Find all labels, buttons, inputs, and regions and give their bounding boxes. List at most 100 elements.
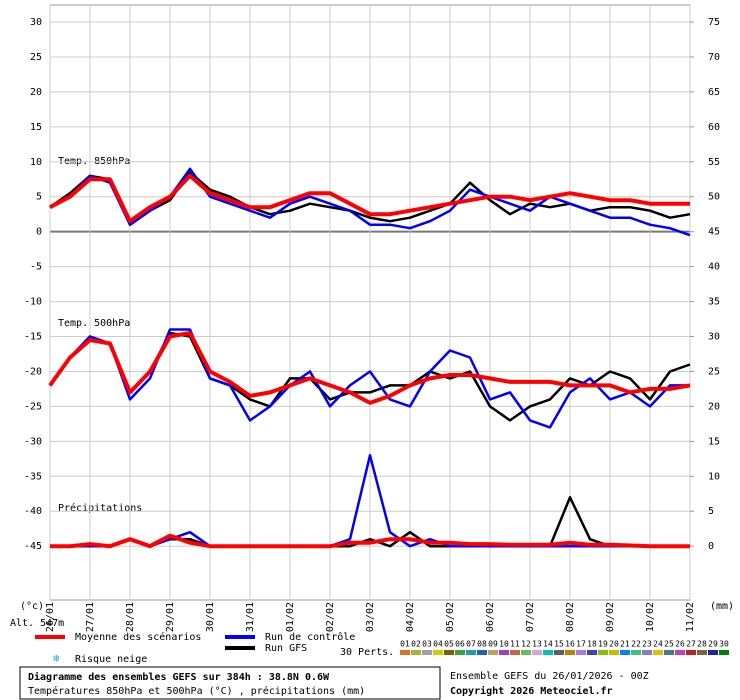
y2-tick-label: 65	[708, 87, 720, 98]
footer-title: Diagramme des ensembles GEFS sur 384h : …	[28, 671, 330, 683]
perturbation-swatch	[708, 650, 718, 655]
x-tick-label: 01/02	[285, 602, 296, 632]
perturbation-swatch	[422, 650, 432, 655]
perturbation-label: 15	[554, 640, 564, 649]
x-tick-label: 08/02	[565, 602, 576, 632]
perturbation-label: 29	[708, 640, 718, 649]
x-tick-label: 09/02	[605, 602, 616, 632]
y-tick-label: 15	[30, 122, 42, 133]
x-tick-label: 28/01	[125, 602, 136, 632]
perturbation-label: 08	[477, 640, 487, 649]
perturbation-swatch	[400, 650, 410, 655]
x-tick-label: 03/02	[365, 602, 376, 632]
y2-tick-label: 75	[708, 17, 720, 28]
perturbation-swatch	[587, 650, 597, 655]
perturbation-label: 20	[609, 640, 619, 649]
perturbation-label: 28	[697, 640, 707, 649]
x-tick-label: 27/01	[85, 602, 96, 632]
footer-subtitle: Températures 850hPa et 500hPa (°C) , pré…	[28, 685, 365, 697]
perturbation-label: 04	[433, 640, 443, 649]
x-tick-label: 02/02	[325, 602, 336, 632]
x-tick-label: 26/01	[45, 602, 56, 632]
perturbation-label: 26	[675, 640, 685, 649]
perturbation-label: 23	[642, 640, 652, 649]
y-tick-label: -5	[30, 262, 42, 273]
perturbation-swatch	[543, 650, 553, 655]
perturbation-swatch	[620, 650, 630, 655]
footer-copyright: Copyright 2026 Meteociel.fr	[450, 685, 613, 697]
y-tick-label: 20	[30, 87, 42, 98]
snow-icon: ❄	[53, 652, 60, 665]
perturbation-label: 18	[587, 640, 597, 649]
perturbations-label: 30 Perts.	[340, 647, 394, 658]
x-tick-label: 11/02	[685, 602, 696, 632]
y-tick-label: 30	[30, 17, 42, 28]
y-tick-label: 10	[30, 157, 42, 168]
perturbation-swatch	[686, 650, 696, 655]
perturbation-swatch	[565, 650, 575, 655]
x-tick-label: 31/01	[245, 602, 256, 632]
y-tick-label: 5	[36, 192, 42, 203]
perturbation-label: 13	[532, 640, 542, 649]
perturbation-swatch	[466, 650, 476, 655]
perturbation-label: 25	[664, 640, 674, 649]
y2-tick-label: 20	[708, 401, 720, 412]
y2-tick-label: 55	[708, 157, 720, 168]
series-line	[50, 533, 690, 549]
perturbation-swatch	[664, 650, 674, 655]
y-tick-label: -45	[24, 541, 42, 552]
perturbation-swatch	[642, 650, 652, 655]
perturbation-label: 11	[510, 640, 520, 649]
perturbation-label: 17	[576, 640, 586, 649]
perturbation-swatch	[653, 650, 663, 655]
perturbation-label: 10	[499, 640, 509, 649]
y2-tick-label: 15	[708, 436, 720, 447]
y2-tick-label: 70	[708, 52, 720, 63]
series-line	[49, 167, 691, 237]
perturbation-swatch	[510, 650, 520, 655]
perturbation-swatch	[554, 650, 564, 655]
legend-label: Run de contrôle	[265, 631, 355, 643]
perturbation-swatch	[411, 650, 421, 655]
perturbation-swatch	[455, 650, 465, 655]
perturbation-swatch	[532, 650, 542, 655]
footer-run: Ensemble GEFS du 26/01/2026 - 00Z	[450, 671, 649, 682]
y2-tick-label: 25	[708, 366, 720, 377]
altitude: Alt. 547m	[10, 618, 64, 629]
y2-tick-label: 35	[708, 297, 720, 308]
footer-box	[19, 666, 441, 700]
snow-risk-label: Risque neige	[75, 654, 147, 665]
y-tick-label: -40	[24, 506, 42, 517]
perturbation-swatch	[719, 650, 729, 655]
legend-label: Run GFS	[265, 643, 307, 654]
perturbation-label: 05	[444, 640, 454, 649]
series-line	[48, 331, 691, 405]
x-tick-label: 29/01	[165, 602, 176, 632]
x-tick-label: 04/02	[405, 602, 416, 632]
perturbation-swatch	[499, 650, 509, 655]
perturbation-swatch	[521, 650, 531, 655]
x-tick-label: 30/01	[205, 602, 216, 632]
y-axis-unit: (°c)	[20, 601, 44, 612]
perturbation-label: 27	[686, 640, 696, 649]
x-tick-label: 05/02	[445, 602, 456, 632]
y2-tick-label: 60	[708, 122, 720, 133]
perturbation-label: 03	[422, 640, 432, 649]
perturbation-label: 01	[400, 640, 410, 649]
perturbation-swatch	[631, 650, 641, 655]
y2-axis-unit: (mm)	[710, 601, 734, 612]
perturbation-label: 14	[543, 640, 553, 649]
series-line	[49, 173, 690, 224]
y2-tick-label: 5	[708, 506, 714, 517]
perturbation-swatch	[697, 650, 707, 655]
perturbation-label: 02	[411, 640, 421, 649]
panel-label: Temp. 500hPa	[58, 318, 130, 329]
perturbation-swatch	[488, 650, 498, 655]
perturbation-swatch	[444, 650, 454, 655]
perturbation-swatch	[576, 650, 586, 655]
perturbation-label: 24	[653, 640, 663, 649]
y-tick-label: -20	[24, 366, 42, 377]
perturbation-label: 12	[521, 640, 531, 649]
y-tick-label: 25	[30, 52, 42, 63]
y-tick-label: -15	[24, 332, 42, 343]
